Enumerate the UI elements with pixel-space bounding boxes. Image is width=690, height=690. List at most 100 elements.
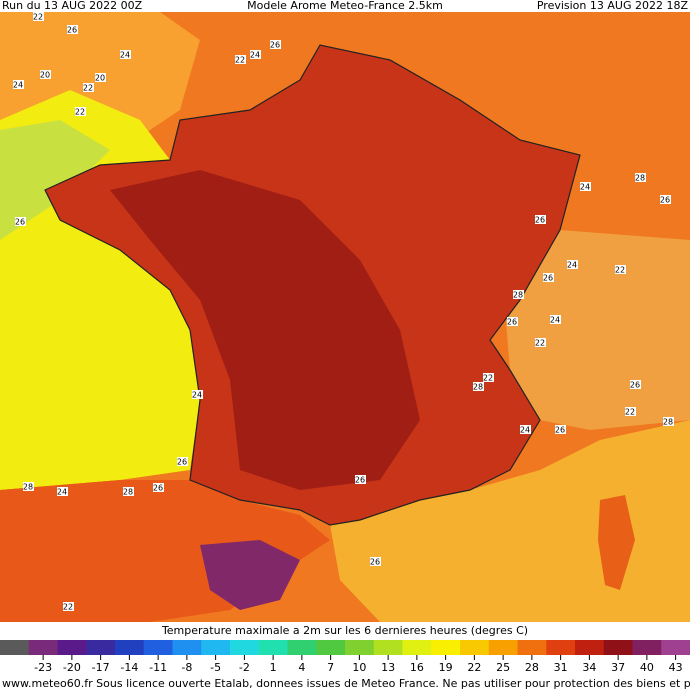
colorbar-segment [632, 640, 662, 655]
station-label: 28 [123, 488, 133, 497]
station-box [83, 83, 94, 92]
station-label: 26 [555, 426, 565, 435]
colorbar-tick-label: 13 [381, 661, 395, 674]
station-box [120, 50, 131, 59]
station-box [13, 80, 24, 89]
station-box [153, 483, 164, 492]
station-box [235, 55, 246, 64]
station-label: 22 [625, 408, 635, 417]
station-box [630, 380, 641, 389]
station-box [57, 487, 68, 496]
colorbar-tick-label: -17 [92, 661, 110, 674]
station-label: 24 [520, 426, 530, 435]
colorbar-segment [201, 640, 231, 655]
station-box [15, 217, 26, 226]
station-label: 28 [635, 174, 645, 183]
station-label: 26 [535, 216, 545, 225]
colorbar-tick-label: -20 [63, 661, 81, 674]
station-box [270, 40, 281, 49]
station-box [95, 73, 106, 82]
colorbar-segment [0, 640, 30, 655]
station-label: 24 [192, 391, 202, 400]
colorbar-tick-label: -11 [149, 661, 167, 674]
station-label: 26 [630, 381, 640, 390]
colorbar-segment [86, 640, 116, 655]
station-box [513, 290, 524, 299]
station-label: 26 [177, 458, 187, 467]
colorbar: Temperature maximale a 2m sur les 6 dern… [0, 622, 690, 690]
station-label: 26 [370, 558, 380, 567]
colorbar-tick-label: 16 [410, 661, 424, 674]
station-label: 24 [57, 488, 67, 497]
footer: www.meteo60.fr Sous licence ouverte Etal… [2, 677, 690, 690]
colorbar-segment [517, 640, 547, 655]
colorbar-segment [287, 640, 317, 655]
station-label: 26 [507, 318, 517, 327]
station-box [660, 195, 671, 204]
station-label: 22 [83, 84, 93, 93]
station-box [63, 602, 74, 611]
forecast-label: Prevision 13 AUG 2022 18Z [537, 0, 689, 12]
station-label: 24 [120, 51, 130, 60]
station-label: 22 [75, 108, 85, 117]
station-label: 24 [550, 316, 560, 325]
colorbar-segment [431, 640, 461, 655]
colorbar-segment [575, 640, 605, 655]
colorbar-tick-label: 19 [439, 661, 453, 674]
station-box [507, 317, 518, 326]
station-box [23, 482, 34, 491]
station-label: 26 [660, 196, 670, 205]
colorbar-segment [115, 640, 145, 655]
colorbar-segment [460, 640, 490, 655]
station-box [535, 338, 546, 347]
station-label: 26 [270, 41, 280, 50]
station-label: 28 [23, 483, 33, 492]
atlantic-cool [0, 120, 110, 240]
colorbar-tick-label: -2 [239, 661, 250, 674]
station-label: 26 [153, 484, 163, 493]
station-box [520, 425, 531, 434]
colorbar-segment [373, 640, 403, 655]
station-label: 28 [663, 418, 673, 427]
colorbar-tick-label: 40 [640, 661, 654, 674]
station-label: 24 [567, 261, 577, 270]
colorbar-tick-label: 22 [467, 661, 481, 674]
run-label: Run du 13 AUG 2022 00Z [2, 0, 143, 12]
station-box [75, 107, 86, 116]
station-box [580, 182, 591, 191]
colorbar-segment [546, 640, 576, 655]
station-box [635, 173, 646, 182]
colorbar-segment [230, 640, 260, 655]
colorbar-tick-label: -23 [34, 661, 52, 674]
colorbar-tick-label: 25 [496, 661, 510, 674]
station-label: 26 [15, 218, 25, 227]
station-label: 24 [13, 81, 23, 90]
station-box [625, 407, 636, 416]
station-box [473, 382, 484, 391]
station-box [555, 425, 566, 434]
atlantic [0, 90, 200, 490]
colorbar-segment [402, 640, 432, 655]
station-box [123, 487, 134, 496]
colorbar-segment [143, 640, 173, 655]
station-box [67, 25, 78, 34]
colorbar-tick-label: 1 [270, 661, 277, 674]
station-box [567, 260, 578, 269]
station-box [483, 373, 494, 382]
map [0, 12, 690, 622]
header-bg [0, 0, 690, 12]
colorbar-tick-label: 7 [327, 661, 334, 674]
colorbar-segment [172, 640, 202, 655]
station-box [250, 50, 261, 59]
colorbar-tick-label: 34 [582, 661, 596, 674]
station-label: 22 [235, 56, 245, 65]
station-box [177, 457, 188, 466]
station-label: 20 [95, 74, 105, 83]
station-label: 22 [33, 13, 43, 22]
colorbar-tick-label: 10 [352, 661, 366, 674]
station-box [550, 315, 561, 324]
colorbar-segment [57, 640, 87, 655]
colorbar-segment [28, 640, 58, 655]
station-box [615, 265, 626, 274]
